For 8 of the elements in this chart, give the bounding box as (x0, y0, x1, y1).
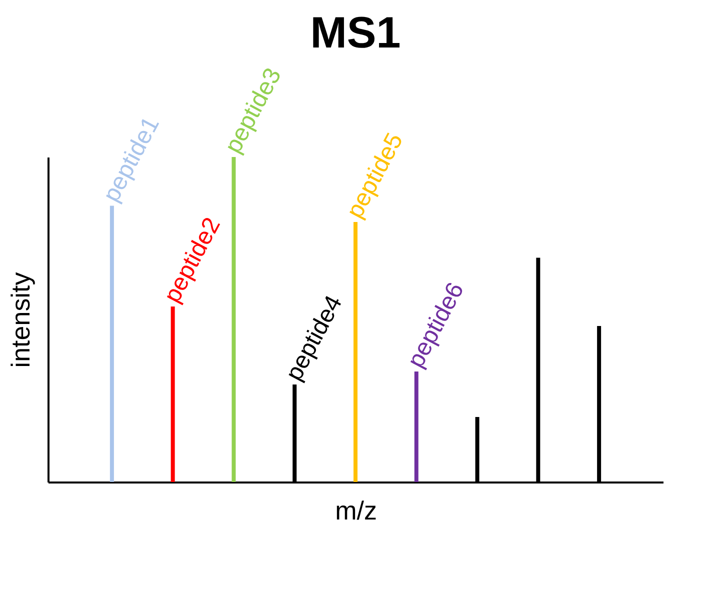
bar (354, 222, 358, 482)
bar (232, 157, 236, 482)
x-axis-title: m/z (335, 496, 377, 526)
chart-title: MS1 (310, 8, 401, 58)
bar (170, 306, 175, 482)
bar (110, 206, 114, 482)
bar (414, 372, 418, 482)
y-axis-title: intensity (6, 272, 36, 368)
